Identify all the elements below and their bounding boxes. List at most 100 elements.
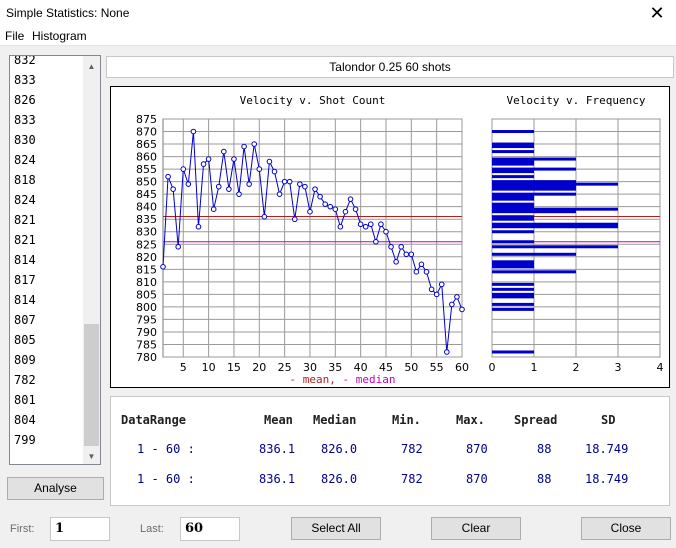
- list-item[interactable]: 824: [14, 193, 36, 207]
- stats-row2-mean: 836.1: [259, 472, 296, 486]
- line-chart-y-tick-label: 855: [136, 163, 157, 176]
- histogram-x-tick-label: 1: [531, 361, 538, 374]
- line-chart-title: Velocity v. Shot Count: [240, 94, 386, 107]
- line-chart-y-tick-label: 875: [136, 113, 157, 126]
- line-chart-point: [423, 269, 430, 275]
- histogram-bar: [492, 160, 534, 164]
- list-item[interactable]: 826: [14, 93, 36, 107]
- scroll-down-icon[interactable]: ▼: [87, 452, 96, 461]
- histogram-bar: [492, 265, 534, 269]
- list-item[interactable]: 804: [14, 413, 36, 427]
- histogram-bar: [492, 252, 576, 256]
- line-chart-y-tick-label: 785: [136, 338, 157, 351]
- line-chart-point: [195, 223, 202, 230]
- histogram-bar: [492, 230, 534, 234]
- line-chart-point: [266, 158, 273, 165]
- list-item[interactable]: 818: [14, 173, 36, 187]
- values-list[interactable]: 832 833 826 833 830 824 818 824 821 821 814 817 814 8…: [9, 55, 101, 465]
- clear-button[interactable]: Clear: [431, 517, 521, 540]
- line-chart-point: [362, 223, 369, 230]
- line-chart-y-tick-label: 830: [136, 226, 157, 239]
- menu-file[interactable]: File: [5, 29, 25, 43]
- list-item[interactable]: 814: [14, 293, 36, 307]
- line-chart-point: [378, 221, 384, 228]
- select-all-button[interactable]: Select All: [291, 517, 381, 540]
- close-button[interactable]: Close: [581, 517, 671, 540]
- list-item[interactable]: 821: [14, 233, 36, 247]
- menu-histogram[interactable]: Histogram: [32, 29, 87, 43]
- line-chart-point: [337, 223, 344, 230]
- close-icon[interactable]: ✕: [649, 3, 665, 23]
- line-chart-y-tick-label: 835: [136, 213, 157, 226]
- histogram-title: Velocity v. Frequency: [506, 94, 645, 107]
- line-chart-point: [403, 251, 410, 258]
- line-chart-point: [286, 178, 293, 185]
- line-chart-point: [312, 186, 318, 192]
- list-scrollbar[interactable]: ▲ ▼: [83, 56, 100, 464]
- histogram-bar: [492, 145, 534, 149]
- histogram-bar: [492, 180, 576, 184]
- line-chart-point: [433, 291, 440, 298]
- histogram-x-tick-label: 0: [489, 361, 496, 374]
- list-item[interactable]: 832: [14, 55, 36, 67]
- line-chart-point: [276, 191, 283, 197]
- list-item[interactable]: 782: [14, 373, 36, 387]
- line-chart-point: [291, 216, 298, 223]
- line-chart-y-tick-label: 800: [136, 301, 157, 314]
- line-chart-point: [297, 181, 303, 187]
- line-chart-point: [236, 191, 242, 197]
- line-chart-y-tick-label: 870: [136, 126, 157, 139]
- histogram-bar: [492, 215, 534, 219]
- stats-row1-min: 782: [401, 442, 423, 456]
- stats-row1-max: 870: [466, 442, 488, 456]
- histogram-bar: [492, 185, 576, 189]
- line-chart-x-tick-label: 15: [227, 361, 241, 374]
- line-chart-point: [205, 156, 212, 162]
- line-chart-y-tick-label: 850: [136, 176, 157, 189]
- list-item[interactable]: 821: [14, 213, 36, 227]
- line-chart-point: [281, 178, 288, 185]
- histogram-x-tick-label: 4: [657, 361, 664, 374]
- line-chart-series-line: [162, 131, 463, 353]
- legend-mean: - mean,: [290, 373, 343, 386]
- line-chart-point: [210, 206, 217, 212]
- list-item[interactable]: 801: [14, 393, 36, 407]
- histogram-x-tick-label: 3: [615, 361, 622, 374]
- histogram-bar: [492, 210, 576, 214]
- line-chart-point: [443, 349, 450, 355]
- stats-row2-median: 826.0: [321, 472, 358, 486]
- line-chart-point: [307, 208, 313, 215]
- stats-header-min: Min.: [392, 413, 421, 427]
- line-chart-point: [388, 243, 394, 250]
- line-chart-point: [190, 128, 197, 135]
- list-item[interactable]: 805: [14, 333, 36, 347]
- histogram-bar: [492, 350, 534, 354]
- list-item[interactable]: 809: [14, 353, 36, 367]
- line-chart-point: [261, 213, 268, 220]
- list-item[interactable]: 833: [14, 113, 36, 127]
- list-item[interactable]: 799: [14, 433, 36, 447]
- list-item[interactable]: 814: [14, 253, 36, 267]
- line-chart-point: [231, 156, 237, 162]
- list-item[interactable]: 807: [14, 313, 36, 327]
- list-item[interactable]: 833: [14, 73, 36, 87]
- stats-panel: DataRange Mean Median Min. Max. Spread S…: [110, 396, 670, 506]
- scroll-thumb[interactable]: [84, 324, 99, 446]
- list-item[interactable]: 817: [14, 273, 36, 287]
- chart-panel: Velocity v. Shot Count 875 870 865 860 855 850…: [110, 86, 670, 388]
- list-item[interactable]: 824: [14, 153, 36, 167]
- scroll-up-icon[interactable]: ▲: [87, 62, 96, 71]
- histogram-bar: [492, 170, 534, 174]
- dataset-title-input[interactable]: Talondor 0.25 60 shots: [106, 56, 674, 78]
- first-input[interactable]: 1: [50, 517, 110, 541]
- last-input[interactable]: 60: [180, 517, 240, 541]
- line-chart-y-tick-label: 825: [136, 238, 157, 251]
- stats-header-sd: SD: [601, 413, 616, 427]
- line-chart-point: [241, 143, 247, 150]
- line-chart-point: [342, 208, 349, 215]
- list-item[interactable]: 830: [14, 133, 36, 147]
- analyse-button[interactable]: Analyse: [7, 477, 104, 500]
- histogram-bar: [492, 240, 534, 244]
- line-chart-point: [327, 203, 334, 210]
- histogram-bar: [492, 307, 534, 311]
